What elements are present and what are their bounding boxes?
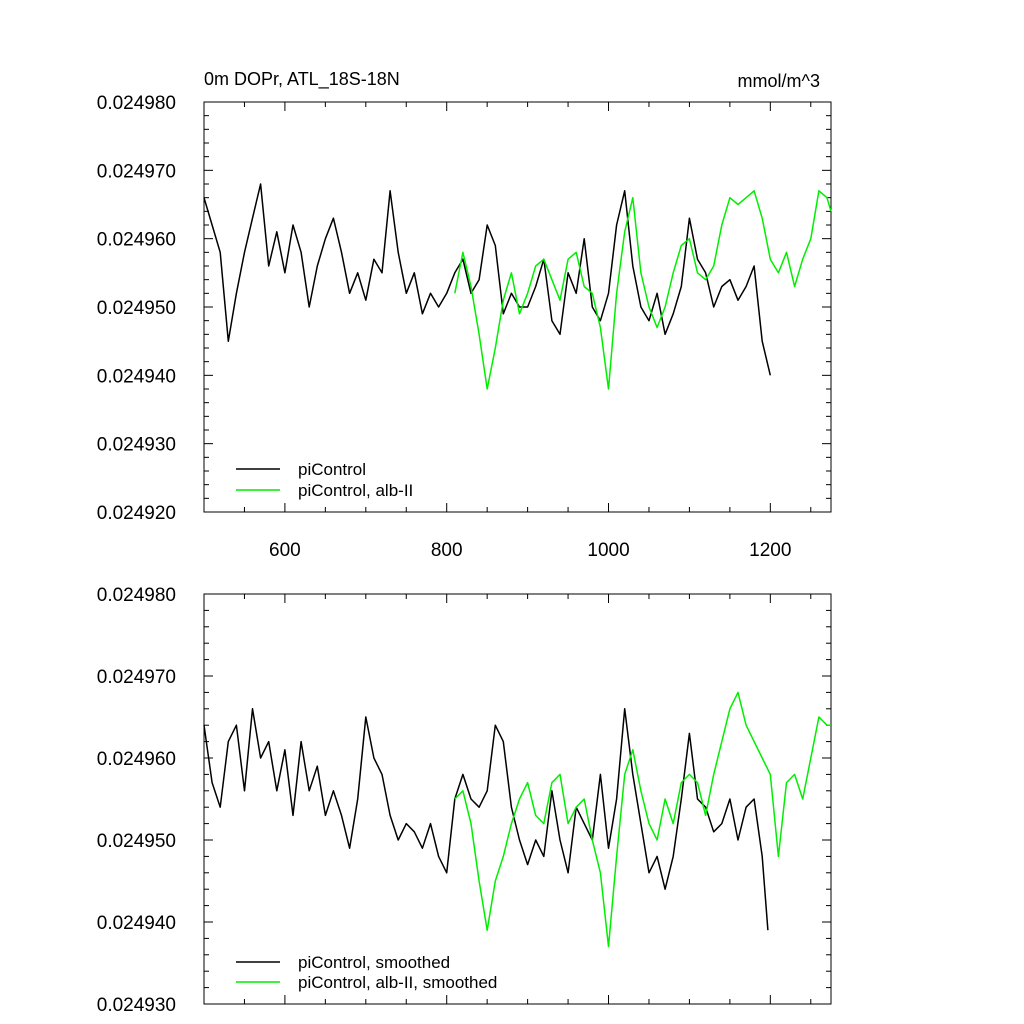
y-tick-label: 0.024970 [97, 667, 176, 688]
axis-ticks [203, 101, 831, 513]
axis-tick-labels: 0.024930 0.024940 0.024950 0.024960 0.024970… [97, 585, 176, 1016]
x-tick-label: 800 [431, 540, 463, 561]
y-tick-label: 0.024950 [97, 298, 176, 319]
series-line-picontrol-alb-ii [454, 190, 832, 390]
series-line-picontrol-alb-ii-smoothed [454, 691, 831, 948]
y-tick-label: 0.024960 [97, 230, 176, 251]
axis-ticks [203, 593, 831, 1005]
series-line-picontrol [203, 183, 772, 376]
y-tick-label: 0.024930 [97, 995, 176, 1016]
bottom-panel: 0.024930 0.024940 0.024950 0.024960 0.024970… [97, 585, 832, 1016]
legend: piControl piControl, alb-II [236, 460, 413, 500]
series-lines [203, 691, 831, 948]
y-tick-label: 0.024940 [97, 913, 176, 934]
y-tick-label: 0.024940 [97, 366, 176, 387]
top-panel: 0m DOPr, ATL_18S-18N mmol/m^3 0.0249200.… [97, 69, 832, 561]
chart-title: 0m DOPr, ATL_18S-18N [204, 69, 400, 90]
y-tick-label: 0.024950 [97, 831, 176, 852]
legend-label-alb-ii: piControl, alb-II [298, 481, 413, 500]
y-tick-label: 0.024960 [97, 749, 176, 770]
series-line-picontrol-smoothed [203, 708, 769, 931]
units-label: mmol/m^3 [738, 71, 820, 91]
plot-frame [203, 593, 832, 1005]
x-tick-label: 1200 [749, 540, 791, 561]
axis-tick-labels: 0.024920 0.024930 0.024940 0.024950 0.024960… [97, 93, 792, 561]
y-tick-label: 0.024920 [97, 503, 176, 524]
y-tick-label: 0.024930 [97, 435, 176, 456]
y-tick-label: 0.024970 [97, 161, 176, 182]
y-tick-label: 0.024980 [97, 585, 176, 606]
legend-label-alb-ii-smoothed: piControl, alb-II, smoothed [298, 973, 497, 992]
legend: piControl, smoothed piControl, alb-II, s… [236, 953, 497, 992]
series-lines [203, 183, 832, 390]
y-tick-label: 0.024980 [97, 93, 176, 114]
legend-label-picontrol: piControl [298, 460, 366, 479]
x-tick-label: 1000 [587, 540, 629, 561]
x-tick-label: 600 [269, 540, 301, 561]
legend-label-picontrol-smoothed: piControl, smoothed [298, 953, 450, 972]
